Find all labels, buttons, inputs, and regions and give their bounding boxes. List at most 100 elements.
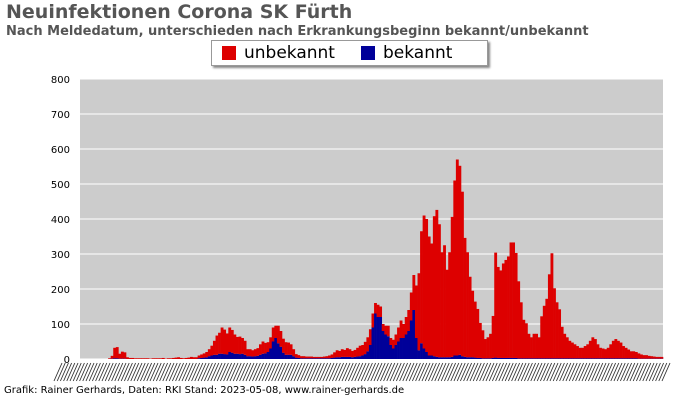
bar-unbekannt xyxy=(151,358,155,359)
bar-unbekannt xyxy=(187,357,191,359)
bar-unbekannt xyxy=(553,288,556,359)
y-tick-label: 300 xyxy=(51,250,70,261)
x-tick-label xyxy=(354,362,364,382)
legend-label-bekannt: bekannt xyxy=(382,43,453,63)
bar-bekannt xyxy=(345,356,349,359)
bar-bekannt xyxy=(632,358,636,359)
x-tick-label xyxy=(642,362,652,382)
bar-bekannt xyxy=(205,357,209,359)
bar-unbekannt xyxy=(535,333,539,359)
bar-unbekannt xyxy=(330,354,334,358)
x-tick-label xyxy=(498,362,508,382)
x-tick-label xyxy=(200,362,210,382)
legend: unbekannt bekannt xyxy=(211,40,488,66)
bar-unbekannt xyxy=(532,333,536,359)
bar-bekannt xyxy=(445,357,449,359)
bar-unbekannt xyxy=(609,344,613,359)
x-tick-label xyxy=(91,362,101,382)
x-tick-label xyxy=(53,362,63,382)
x-tick-label xyxy=(107,362,117,382)
bar-bekannt xyxy=(320,358,324,359)
bar-unbekannt xyxy=(325,356,329,359)
bar-unbekannt xyxy=(522,319,526,359)
x-tick-label xyxy=(187,362,197,382)
x-tick-label xyxy=(165,362,175,382)
bar-bekannt xyxy=(282,352,285,359)
x-tick-label xyxy=(555,362,565,382)
bar-unbekannt xyxy=(243,340,247,355)
x-tick-label xyxy=(514,362,524,382)
bar-bekannt xyxy=(583,358,587,359)
bar-unbekannt xyxy=(402,324,406,338)
bar-bekannt xyxy=(287,354,290,359)
x-tick-label xyxy=(626,362,636,382)
bar-unbekannt xyxy=(169,358,173,359)
x-tick-label xyxy=(139,362,149,382)
bar-unbekannt xyxy=(568,340,572,359)
x-tick-label xyxy=(191,362,201,382)
bar-unbekannt xyxy=(601,348,605,359)
bar-unbekannt xyxy=(494,252,498,358)
bar-unbekannt xyxy=(340,349,344,357)
legend-swatch-unbekannt xyxy=(222,46,236,60)
x-tick-label xyxy=(616,362,626,382)
bar-bekannt xyxy=(545,358,549,359)
bar-bekannt xyxy=(532,358,536,359)
x-tick-label xyxy=(543,362,553,382)
bar-bekannt xyxy=(501,357,505,359)
bar-bekannt xyxy=(601,358,605,359)
bar-bekannt xyxy=(570,358,574,359)
bar-unbekannt xyxy=(374,303,377,314)
x-tick-label xyxy=(75,362,85,382)
bar-unbekannt xyxy=(156,358,160,359)
bar-unbekannt xyxy=(223,329,227,355)
bar-unbekannt xyxy=(189,356,193,359)
bar-bekannt xyxy=(555,358,559,359)
x-tick-label xyxy=(482,362,492,382)
x-tick-label xyxy=(264,362,274,382)
x-tick-label xyxy=(418,362,428,382)
bar-unbekannt xyxy=(381,324,385,331)
bar-unbekannt xyxy=(573,344,577,359)
x-tick-label xyxy=(98,362,108,382)
x-tick-label xyxy=(239,362,249,382)
bar-bekannt xyxy=(563,358,567,359)
x-tick-label xyxy=(367,362,377,382)
bar-unbekannt xyxy=(343,349,347,357)
bar-unbekannt xyxy=(264,342,267,354)
y-axis: 0 100 200 300 400 500 600 700 800 xyxy=(51,75,70,366)
bar-unbekannt xyxy=(143,358,147,359)
bar-bekannt xyxy=(540,358,544,359)
x-tick-label xyxy=(607,362,617,382)
bar-unbekannt xyxy=(233,334,237,354)
x-tick-label xyxy=(63,362,73,382)
bar-unbekannt xyxy=(253,349,257,357)
bar-unbekannt xyxy=(496,266,500,358)
x-tick-label xyxy=(303,362,313,382)
x-tick-label xyxy=(466,362,476,382)
bar-unbekannt xyxy=(545,298,549,359)
bar-bekannt xyxy=(197,358,201,359)
bar-unbekannt xyxy=(460,191,464,357)
bar-bekannt xyxy=(550,358,554,359)
bar-bekannt xyxy=(458,354,462,359)
bar-unbekannt xyxy=(422,215,426,349)
bar-unbekannt xyxy=(478,322,482,358)
bar-unbekannt xyxy=(507,256,510,358)
bar-unbekannt xyxy=(409,292,413,321)
x-tick-label xyxy=(613,362,623,382)
x-tick-label xyxy=(267,362,277,382)
bar-bekannt xyxy=(553,358,556,359)
bar-bekannt xyxy=(279,346,283,359)
bar-bekannt xyxy=(460,356,464,359)
bar-unbekannt xyxy=(146,358,150,359)
bar-bekannt xyxy=(343,356,347,359)
x-tick-label xyxy=(546,362,556,382)
x-tick-label xyxy=(411,362,421,382)
bar-bekannt xyxy=(468,357,472,359)
y-tick-label: 0 xyxy=(64,355,70,366)
x-tick-label xyxy=(539,362,549,382)
bar-bekannt xyxy=(481,358,485,359)
bar-unbekannt xyxy=(624,347,628,359)
